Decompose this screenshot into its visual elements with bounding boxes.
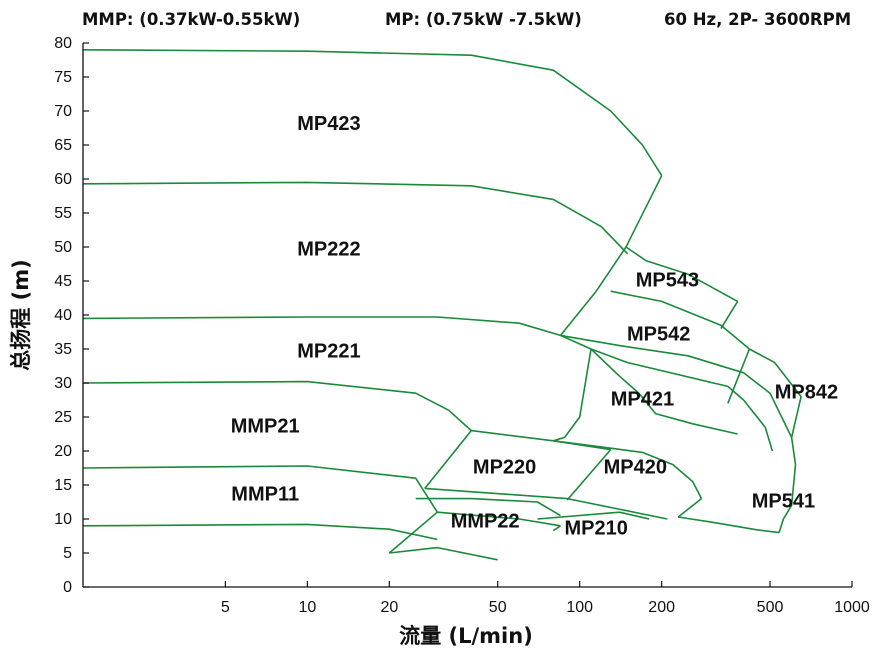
curve-segment-23 <box>678 516 780 534</box>
x-ticks: 5 10 20 50 100 200 500 1000 <box>221 581 870 616</box>
curve-segment-12 <box>627 361 774 452</box>
curve-segment-22 <box>677 497 702 518</box>
curve-segment-28 <box>389 546 498 561</box>
region-label-mp543: MP543 <box>636 269 699 291</box>
y-tick-label: 75 <box>54 69 72 86</box>
region-label-mp421: MP421 <box>611 388 674 410</box>
x-tick-label: 50 <box>489 599 507 616</box>
x-axis-title: 流量 (L/min) <box>399 624 533 648</box>
y-tick-label: 0 <box>63 579 72 596</box>
region-label-mp210: MP210 <box>565 517 628 539</box>
region-label-mmp21: MMP21 <box>231 415 300 437</box>
region-label-mp542: MP542 <box>627 324 690 346</box>
curve-segment-1 <box>82 49 663 177</box>
region-label-mp220: MP220 <box>473 456 536 478</box>
y-tick-label: 30 <box>54 375 72 392</box>
region-label-mp541: MP541 <box>752 490 815 512</box>
curve-segment-14 <box>749 348 802 438</box>
y-tick-label: 65 <box>54 137 72 154</box>
curve-segment-13 <box>727 348 751 404</box>
y-tick-label: 55 <box>54 205 72 222</box>
region-label-mp221: MP221 <box>297 341 360 363</box>
region-label-mp842: MP842 <box>775 381 838 403</box>
y-tick-label: 45 <box>54 273 72 290</box>
curve-segment-15 <box>553 348 592 442</box>
y-tick-label: 20 <box>54 443 72 460</box>
curve-segment-31 <box>415 497 561 517</box>
header-mmp-range: MMP: (0.37kW-0.55kW) <box>82 10 300 29</box>
curve-segment-18 <box>471 429 611 451</box>
curve-segment-17 <box>424 430 472 489</box>
y-axis-title: 总扬程 (m) <box>9 259 33 370</box>
curve-segment-6 <box>559 246 627 336</box>
header-mp-range: MP: (0.75kW -7.5kW) <box>385 10 582 29</box>
curve-segment-32 <box>537 511 620 520</box>
x-tick-label: 200 <box>648 599 675 616</box>
curve-segment-19 <box>566 449 612 501</box>
curve-segment-5 <box>720 300 739 330</box>
axes <box>82 43 852 588</box>
curve-segment-33 <box>619 511 650 520</box>
performance-curves <box>82 49 802 561</box>
y-tick-label: 5 <box>63 545 72 562</box>
curve-segment-11 <box>590 348 738 435</box>
y-ticks: 0 5 10 15 20 25 30 35 40 45 50 55 60 65 70 75 80 <box>54 35 89 596</box>
x-tick-label: 500 <box>757 599 784 616</box>
region-label-mp420: MP420 <box>604 456 667 478</box>
curve-segment-3 <box>625 175 663 248</box>
y-tick-label: 15 <box>54 477 72 494</box>
y-tick-label: 50 <box>54 239 72 256</box>
y-tick-label: 80 <box>54 35 72 52</box>
x-tick-label: 100 <box>566 599 593 616</box>
curve-segment-25 <box>82 465 438 513</box>
curve-segment-20 <box>424 487 668 520</box>
x-tick-label: 10 <box>298 599 316 616</box>
curve-segment-27 <box>82 523 438 541</box>
y-tick-label: 10 <box>54 511 72 528</box>
region-label-mp222: MP222 <box>297 239 360 261</box>
y-tick-label: 25 <box>54 409 72 426</box>
header-frequency: 60 Hz, 2P- 3600RPM <box>664 10 851 29</box>
curve-segment-7 <box>610 290 750 350</box>
y-tick-label: 40 <box>54 307 72 324</box>
y-tick-label: 70 <box>54 103 72 120</box>
y-tick-label: 35 <box>54 341 72 358</box>
curve-segment-30 <box>552 525 561 532</box>
x-tick-label: 1000 <box>834 599 870 616</box>
curve-segment-2 <box>82 181 629 255</box>
x-tick-label: 20 <box>380 599 398 616</box>
curve-segment-26 <box>388 511 438 554</box>
curve-segment-29 <box>437 511 561 527</box>
x-tick-label: 5 <box>221 599 230 616</box>
curve-segment-21 <box>605 446 703 499</box>
curve-segment-4 <box>625 246 738 303</box>
region-label-mp423: MP423 <box>297 113 360 135</box>
curve-segment-24 <box>778 464 797 533</box>
region-label-mmp22: MMP22 <box>451 511 520 533</box>
y-tick-label: 60 <box>54 171 72 188</box>
curve-segment-10 <box>82 380 472 432</box>
region-labels: MP423 MP222 MP221 MMP21 MMP11 MMP22 MP220 MP210… <box>231 113 838 540</box>
region-label-mmp11: MMP11 <box>231 483 299 505</box>
